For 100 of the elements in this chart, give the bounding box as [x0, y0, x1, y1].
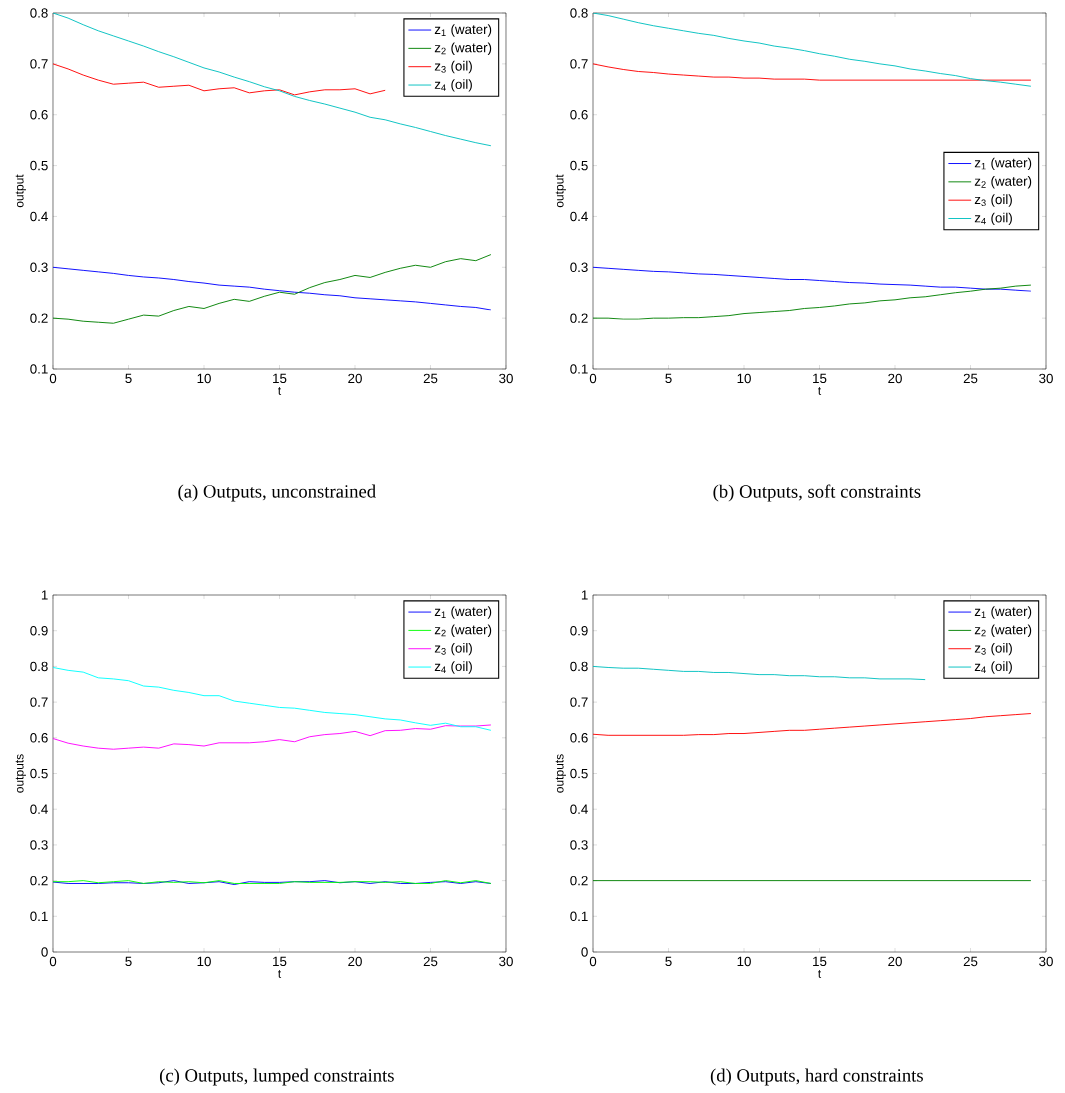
x-tick-label: 15 — [813, 956, 827, 967]
x-tick-label: 5 — [665, 956, 672, 967]
x-tick-label: 30 — [1039, 956, 1053, 967]
x-tick-label: 10 — [737, 373, 751, 384]
y-tick-label: 0 — [581, 947, 588, 957]
x-tick-label: 25 — [423, 956, 438, 967]
legend-label: z$_{3}$ (oil) — [434, 60, 472, 74]
legend-label: z$_{4}$ (oil) — [434, 661, 472, 674]
x-tick-label: 20 — [888, 956, 902, 967]
y-tick-label: 0.6 — [30, 110, 48, 120]
legend-label: z$_{1}$ (water) — [434, 24, 492, 37]
legend-label: z$_{3}$ (oil) — [974, 194, 1012, 207]
x-tick-label: 25 — [963, 956, 978, 967]
y-tick-label: 0.9 — [30, 626, 48, 636]
x-tick-label: 5 — [665, 373, 672, 384]
y-tick-label: 0.8 — [570, 661, 588, 672]
y-tick-label: 0.6 — [30, 733, 48, 743]
x-tick-label: 25 — [423, 373, 438, 384]
y-tick-label: 0.8 — [30, 661, 48, 672]
legend-label: z$_{2}$ (water) — [974, 624, 1032, 637]
y-axis-title: outputs — [555, 754, 566, 793]
legend-label: z$_{3}$ (oil) — [434, 642, 472, 656]
x-axis-title: t — [278, 969, 282, 978]
line-series — [53, 13, 492, 147]
x-tick-label: 30 — [1039, 373, 1053, 384]
y-tick-label: 1 — [41, 590, 48, 600]
x-tick-label: 10 — [197, 373, 211, 384]
x-axis-title: t — [818, 386, 822, 395]
legend-label: z$_{2}$ (water) — [974, 176, 1032, 189]
x-tick-label: 0 — [589, 956, 597, 967]
y-tick-label: 0.3 — [570, 262, 588, 273]
y-tick-label: 0.6 — [570, 110, 588, 120]
y-tick-label: 0.2 — [30, 875, 48, 886]
y-tick-label: 0.9 — [570, 626, 588, 636]
x-tick-label: 15 — [813, 373, 827, 384]
x-tick-label: 30 — [499, 373, 513, 384]
line-series — [53, 254, 492, 324]
x-tick-label: 10 — [737, 956, 751, 967]
line-series — [53, 63, 386, 96]
text: (a) Outputs, unconstrained — [178, 484, 376, 502]
y-tick-label: 0.2 — [570, 875, 588, 886]
x-tick-label: 15 — [273, 373, 287, 384]
x-tick-label: 25 — [963, 373, 978, 384]
x-tick-label: 5 — [125, 956, 132, 967]
y-tick-label: 0.4 — [30, 211, 48, 222]
y-tick-label: 0.1 — [570, 364, 588, 374]
y-tick-label: 1 — [581, 590, 588, 600]
x-tick-label: 0 — [589, 373, 597, 384]
y-tick-label: 0.8 — [570, 8, 588, 18]
x-tick-label: 10 — [197, 956, 211, 967]
x-tick-label: 15 — [273, 956, 287, 967]
y-tick-label: 0.8 — [30, 8, 48, 18]
y-tick-label: 0.4 — [30, 804, 48, 814]
legend-label: z$_{4}$ (oil) — [974, 661, 1012, 674]
y-tick-label: 0.2 — [30, 313, 48, 323]
y-tick-label: 0.5 — [570, 768, 588, 779]
y-axis-title: output — [555, 174, 566, 208]
text: (d) Outputs, hard constraints — [710, 1068, 923, 1086]
y-axis-title: output — [15, 174, 26, 208]
y-axis-title: outputs — [15, 754, 26, 793]
line-series — [593, 266, 1032, 292]
legend-label: z$_{4}$ (oil) — [974, 212, 1012, 226]
y-tick-label: 0.2 — [570, 313, 588, 323]
x-tick-label: 20 — [888, 373, 902, 384]
x-axis-title: t — [278, 386, 282, 395]
x-tick-label: 20 — [348, 373, 362, 384]
legend-label: z$_{3}$ (oil) — [974, 642, 1012, 656]
y-tick-label: 0.4 — [570, 804, 588, 814]
legend-label: z$_{2}$ (water) — [434, 624, 492, 637]
y-tick-label: 0.1 — [30, 911, 48, 922]
y-tick-label: 0.3 — [570, 840, 588, 850]
y-tick-label: 0.3 — [30, 840, 48, 850]
line-series — [53, 266, 492, 311]
legend-label: z$_{1}$ (water) — [974, 157, 1032, 171]
text: (c) Outputs, lumped constraints — [159, 1068, 394, 1086]
legend-label: z$_{2}$ (water) — [434, 42, 492, 55]
y-tick-label: 0.7 — [570, 59, 588, 69]
x-tick-label: 5 — [125, 373, 132, 384]
line-series — [593, 13, 1032, 87]
line-series — [593, 284, 1032, 320]
y-tick-label: 0.4 — [570, 211, 588, 222]
y-tick-label: 0.7 — [30, 59, 48, 69]
y-tick-label: 0.7 — [30, 697, 48, 707]
legend-label: z$_{1}$ (water) — [974, 606, 1032, 619]
text: (b) Outputs, soft constraints — [713, 484, 921, 502]
x-tick-label: 0 — [49, 373, 57, 384]
x-tick-label: 30 — [499, 956, 513, 967]
y-tick-label: 0.1 — [570, 911, 588, 922]
y-tick-label: 0.5 — [30, 160, 48, 171]
legend-label: z$_{4}$ (oil) — [434, 79, 472, 92]
x-tick-label: 20 — [348, 956, 362, 967]
y-tick-label: 0.7 — [570, 697, 588, 707]
y-tick-label: 0.1 — [30, 364, 48, 374]
x-tick-label: 0 — [49, 956, 57, 967]
x-axis-title: t — [818, 969, 822, 978]
legend-label: z$_{1}$ (water) — [434, 606, 492, 619]
y-tick-label: 0 — [41, 947, 48, 957]
y-tick-label: 0.5 — [570, 160, 588, 171]
y-tick-label: 0.6 — [570, 733, 588, 743]
y-tick-label: 0.3 — [30, 262, 48, 273]
